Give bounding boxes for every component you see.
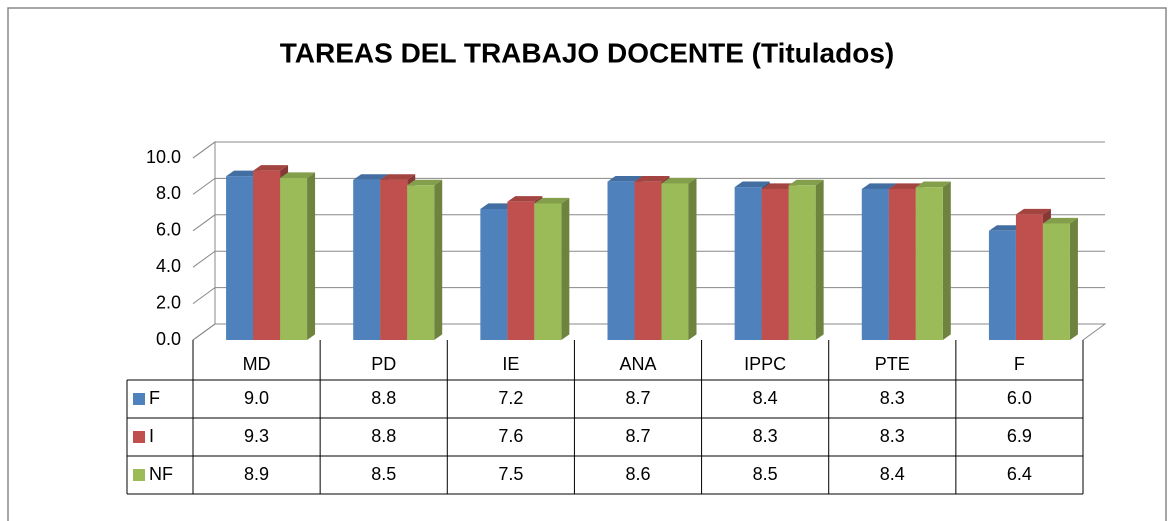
bar-top (407, 179, 443, 186)
chart-title: TAREAS DEL TRABAJO DOCENTE (Titulados) (280, 37, 894, 68)
bar-top (1042, 217, 1078, 224)
table-cell: 8.7 (625, 426, 650, 446)
table-cell: 8.4 (880, 464, 905, 484)
bar (788, 185, 816, 340)
bar (480, 208, 508, 340)
table-cell: 7.5 (498, 464, 523, 484)
bar-top (634, 176, 670, 182)
bar-top (861, 183, 897, 189)
y-tick-label: 10.0 (146, 147, 181, 167)
bar-top (734, 181, 770, 188)
bar-top (226, 170, 262, 177)
legend-key (133, 431, 145, 443)
bar-top (1015, 208, 1051, 215)
bar-top (507, 196, 543, 202)
legend-label: F (149, 388, 160, 408)
table-cell: 8.8 (371, 388, 396, 408)
x-tick-label: ANA (619, 354, 656, 374)
table-cell: 8.4 (753, 388, 778, 408)
chart-border (7, 7, 1167, 521)
y-tick-label: 0.0 (156, 329, 181, 349)
bar (988, 230, 1016, 340)
bar-side (815, 179, 824, 340)
bar (634, 181, 662, 340)
bar-top (761, 183, 797, 189)
bar-side (434, 179, 443, 340)
bar (915, 187, 943, 340)
bar (507, 201, 535, 340)
table-cell: 8.8 (371, 426, 396, 446)
table-cell: 6.0 (1007, 388, 1032, 408)
grid-line (192, 141, 1105, 159)
bar-side (942, 181, 951, 340)
table-cell: 6.9 (1007, 426, 1032, 446)
bar (761, 188, 789, 340)
bar-top (661, 177, 697, 184)
y-tick-label: 8.0 (156, 183, 181, 203)
table-cell: 7.2 (498, 388, 523, 408)
x-tick-label: PD (371, 354, 396, 374)
bar-top (353, 174, 389, 180)
legend-label: NF (149, 464, 173, 484)
table-cell: 7.6 (498, 426, 523, 446)
legend-key (133, 393, 145, 405)
bar (1015, 214, 1043, 340)
bar (1042, 223, 1070, 340)
bar (888, 188, 916, 340)
bar-top (380, 174, 416, 180)
legend-label: I (149, 426, 154, 446)
bar-side (561, 197, 570, 340)
bar (280, 178, 308, 340)
table-cell: 8.5 (753, 464, 778, 484)
table-cell: 8.6 (625, 464, 650, 484)
bar (534, 203, 562, 340)
bar (734, 187, 762, 340)
bar (407, 185, 435, 340)
table-cell: 8.3 (880, 388, 905, 408)
bar (607, 181, 635, 340)
legend-key (133, 469, 145, 481)
x-tick-label: IPPC (744, 354, 786, 374)
bar-side (307, 172, 316, 340)
bar-top (988, 225, 1024, 231)
table-cell: 9.3 (244, 426, 269, 446)
table-cell: 8.5 (371, 464, 396, 484)
x-tick-label: MD (243, 354, 271, 374)
bar-side (1069, 217, 1078, 340)
y-tick-label: 6.0 (156, 220, 181, 240)
bar-top (607, 176, 643, 182)
bar (353, 179, 381, 340)
grid-line (192, 177, 1105, 195)
bar-top (888, 183, 924, 189)
bar (253, 170, 281, 340)
y-tick-label: 2.0 (156, 292, 181, 312)
x-tick-label: PTE (875, 354, 910, 374)
table-cell: 9.0 (244, 388, 269, 408)
bar-top (480, 203, 516, 209)
bar-side (688, 177, 697, 340)
table-cell: 8.3 (753, 426, 778, 446)
y-tick-label: 4.0 (156, 256, 181, 276)
bar (661, 183, 689, 340)
table-cell: 8.9 (244, 464, 269, 484)
table-cell: 8.3 (880, 426, 905, 446)
table-cell: 6.4 (1007, 464, 1032, 484)
bar (380, 179, 408, 340)
table-cell: 8.7 (625, 388, 650, 408)
x-tick-label: F (1014, 354, 1025, 374)
bar (861, 188, 889, 340)
bar-top (534, 197, 570, 204)
bar-top (915, 181, 951, 188)
bar-top (788, 179, 824, 186)
bar-top (280, 172, 316, 179)
bar (226, 176, 254, 340)
bar-top (253, 165, 289, 171)
x-tick-label: IE (502, 354, 519, 374)
